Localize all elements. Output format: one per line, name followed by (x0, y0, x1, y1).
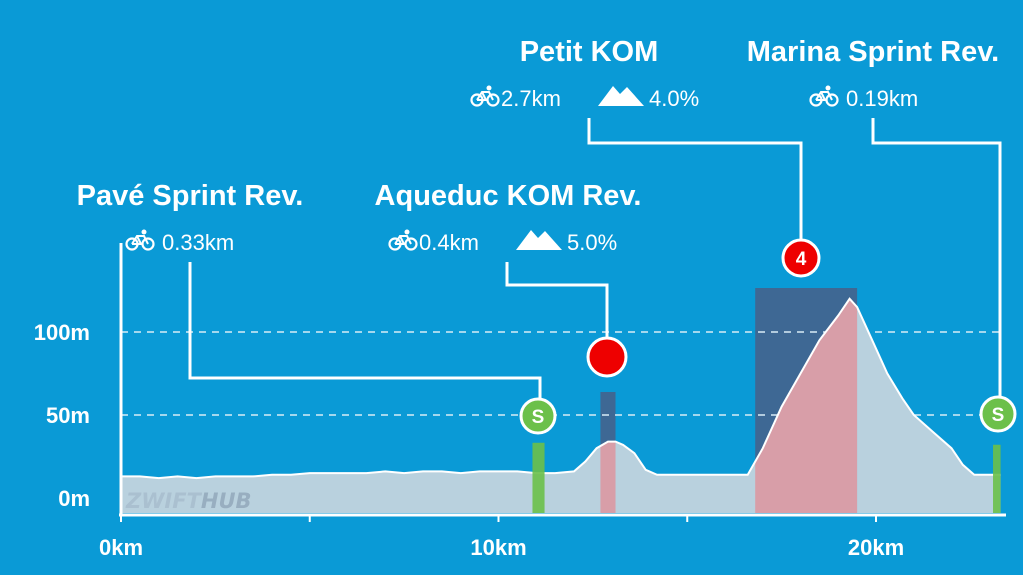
elevation-line (121, 297, 1001, 480)
segment-label-pave-sprint: Pavé Sprint Rev. 0.33km (77, 180, 304, 255)
kom-badge (781, 238, 821, 278)
segment-distance: 0.4km (419, 230, 479, 255)
y-tick-label: 100m (34, 320, 90, 345)
badge-label: S (532, 407, 545, 428)
x-tick-label: 20km (848, 535, 904, 560)
segment-label-petit-kom: Petit KOM 2.7km 4.0% (470, 36, 699, 111)
sprint-bar (532, 442, 545, 513)
mountain-icon (598, 86, 644, 106)
segment-name: Pavé Sprint Rev. (77, 180, 304, 212)
y-tick-label: 50m (46, 403, 90, 428)
segment-label-marina-sprint: Marina Sprint Rev. 0.19km (747, 36, 999, 111)
segment-distance: 2.7km (501, 86, 561, 111)
aqueduc-climb-fill (600, 441, 616, 513)
segment-distance: 0.19km (846, 86, 918, 111)
petit-kom-climb-fill (755, 298, 858, 513)
bike-icon (125, 229, 155, 251)
x-tick-label: 10km (470, 535, 526, 560)
sprint-badge (519, 397, 557, 435)
segment-name: Aqueduc KOM Rev. (375, 180, 642, 212)
bike-icon (470, 85, 500, 107)
mountain-icon (516, 230, 562, 250)
segment-label-aqueduc-kom: Aqueduc KOM Rev. 0.4km 5.0% (375, 180, 642, 255)
bike-icon (809, 85, 839, 107)
segment-distance: 0.33km (162, 230, 234, 255)
segment-gradient: 4.0% (649, 86, 699, 111)
badge-label: S (992, 405, 1005, 426)
leader-line (587, 118, 803, 240)
kom-badge (586, 336, 628, 378)
leader-line (871, 118, 1002, 400)
sprint-bar (993, 444, 1001, 513)
segment-name: Marina Sprint Rev. (747, 36, 999, 68)
sprint-badge (979, 395, 1017, 433)
watermark: ZWIFTHUB (125, 489, 252, 513)
x-tick-label: 0km (99, 535, 143, 560)
leader-line (188, 262, 542, 400)
leader-line (505, 262, 609, 340)
segment-gradient: 5.0% (567, 230, 617, 255)
bike-icon (388, 229, 418, 251)
badge-label: 4 (796, 249, 807, 270)
y-tick-label: 0m (58, 486, 90, 511)
segment-name: Petit KOM (520, 36, 659, 68)
